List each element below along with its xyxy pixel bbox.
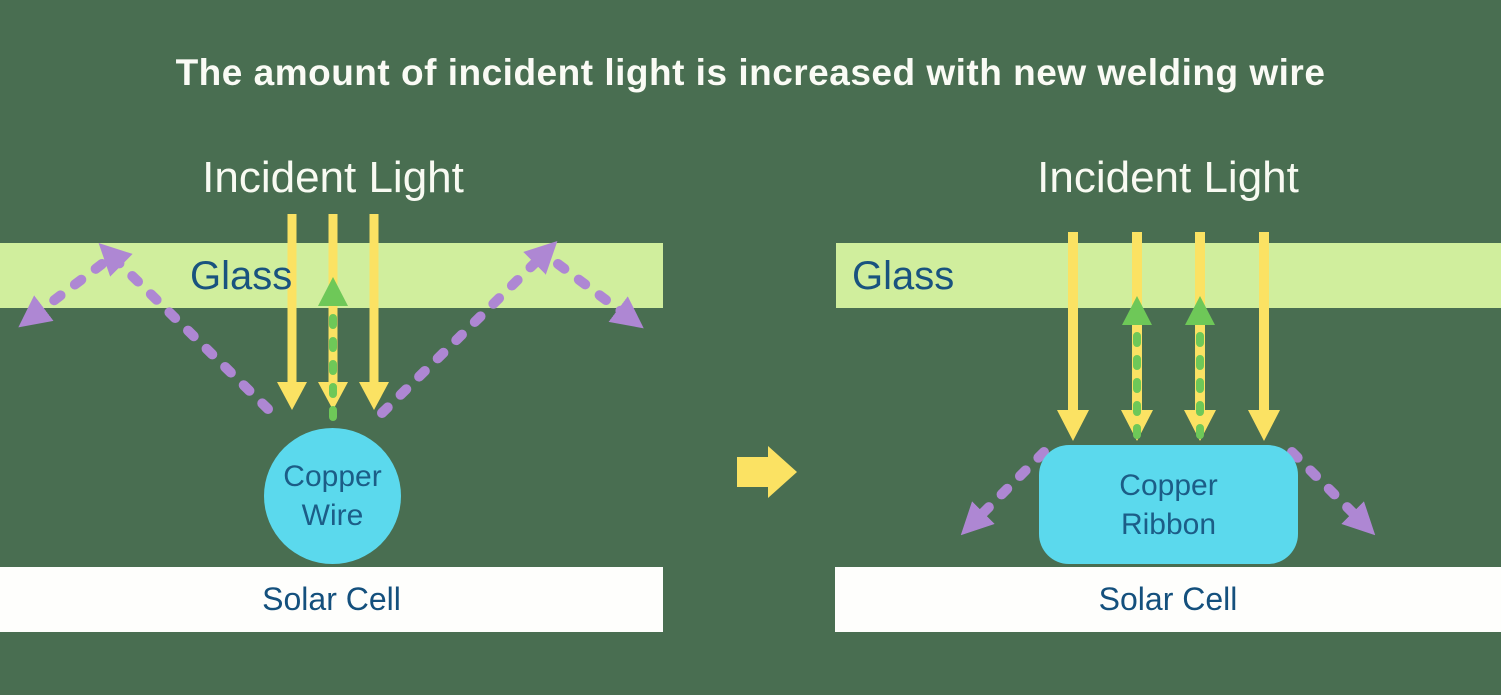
solar-cell-label-right: Solar Cell [1098,581,1238,617]
solar-cell-label-left: Solar Cell [262,581,401,617]
copper-ribbon-label-line2: Ribbon [1120,507,1217,541]
glass-label-right: Glass [852,254,955,298]
lost-light-ray [1287,447,1376,536]
copper-ribbon-label-line1: Copper [1119,468,1218,502]
glass-label-left: Glass [190,254,293,298]
glass-bar-right [836,243,1501,308]
copper-ribbon-shape: Copper Ribbon [1039,445,1298,564]
incident-light-arrow-head [1248,410,1280,441]
page-title: The amount of incident light is increase… [175,52,1326,93]
incident-light-arrow-head [1184,410,1216,441]
incident-light-label-right: Incident Light [1037,153,1299,202]
glass-bar-left [0,243,663,308]
incident-light-arrow-head [359,382,389,410]
incident-light-arrow-head [1121,410,1153,441]
incident-light-arrow-head [318,382,348,410]
incident-light-arrow-head [277,382,307,410]
lost-light-ray [960,447,1049,536]
copper-wire-label-line1: Copper [283,460,382,493]
incident-light-label-left: Incident Light [202,153,464,202]
solar-cell-bar-right: Solar Cell [835,567,1501,632]
copper-wire-shape: Copper Wire [264,428,401,564]
transform-arrow-icon [737,446,797,498]
copper-wire-label-line2: Wire [301,499,364,532]
solar-cell-bar-left: Solar Cell [0,567,663,632]
incident-light-arrow-head [1057,410,1089,441]
